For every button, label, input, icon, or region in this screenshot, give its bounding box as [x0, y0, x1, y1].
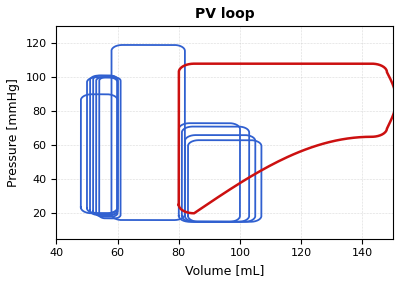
Title: PV loop: PV loop — [195, 7, 254, 21]
X-axis label: Volume [mL]: Volume [mL] — [185, 264, 264, 277]
Y-axis label: Pressure [mmHg]: Pressure [mmHg] — [7, 78, 20, 187]
